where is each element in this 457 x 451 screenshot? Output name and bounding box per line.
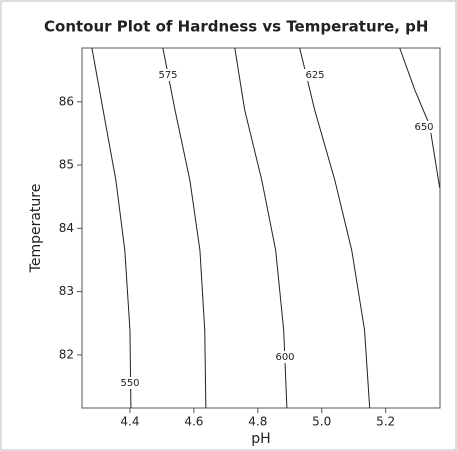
y-tick-label: 85 xyxy=(59,158,74,172)
x-tick-label: 4.4 xyxy=(120,415,139,429)
contour-line xyxy=(234,47,288,409)
x-tick-label: 4.6 xyxy=(184,415,203,429)
contour-line xyxy=(162,47,207,409)
contour-line xyxy=(91,47,132,409)
y-tick-label: 82 xyxy=(59,347,74,361)
y-axis-title: Temperature xyxy=(28,184,44,274)
y-tick-label: 84 xyxy=(59,221,74,235)
contour-label-bg xyxy=(304,69,326,81)
x-axis-title: pH xyxy=(251,431,270,447)
contour-label: 600 xyxy=(275,352,294,363)
contour-label: 625 xyxy=(305,70,324,81)
contour-label: 550 xyxy=(120,378,139,389)
contour-label-bg xyxy=(274,351,296,363)
chart-title: Contour Plot of Hardness vs Temperature,… xyxy=(44,18,428,36)
contour-label-bg xyxy=(119,377,141,389)
plot-frame xyxy=(81,47,441,409)
x-tick-label: 5.2 xyxy=(376,415,395,429)
y-tick-label: 86 xyxy=(59,94,74,108)
y-tick-label: 83 xyxy=(59,284,74,298)
contour-label-bg xyxy=(157,69,179,81)
x-tick-label: 5.0 xyxy=(312,415,331,429)
contour-label: 650 xyxy=(414,122,433,133)
contour-line xyxy=(299,47,371,409)
contour-label: 575 xyxy=(158,70,177,81)
x-tick-label: 4.8 xyxy=(248,415,267,429)
contour-label-bg xyxy=(413,121,435,133)
contour-line xyxy=(399,47,441,188)
